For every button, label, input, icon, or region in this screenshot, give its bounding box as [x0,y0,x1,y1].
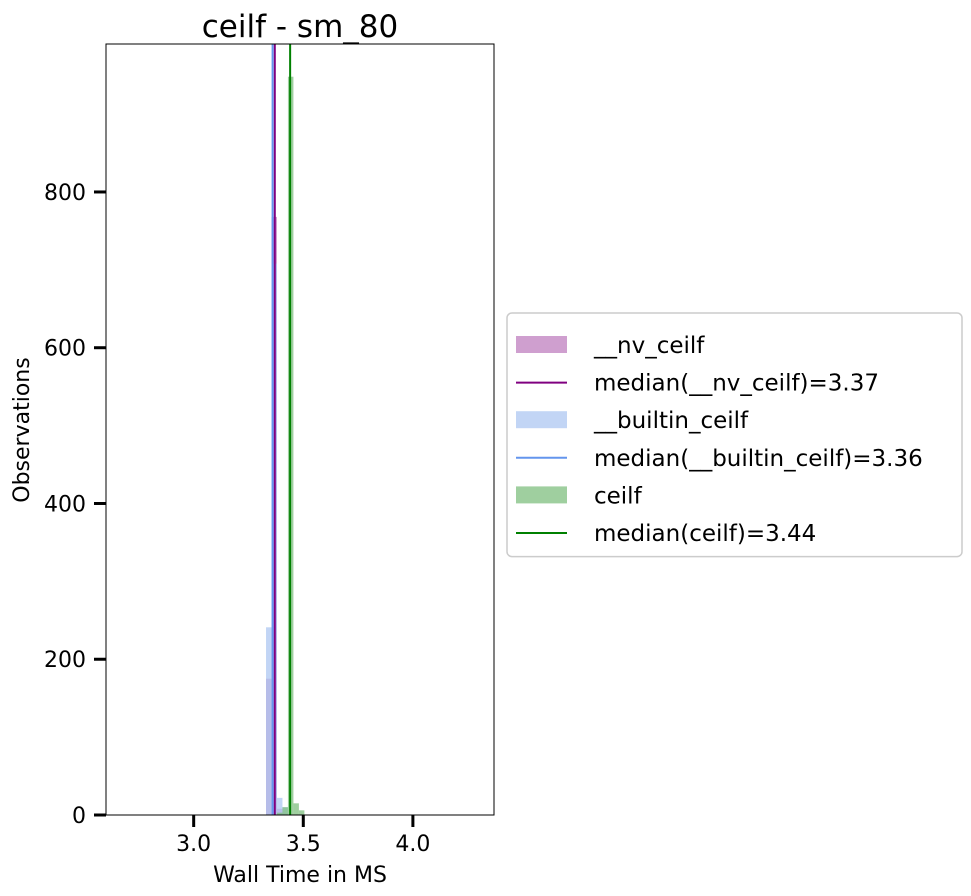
plot-area [105,43,495,816]
legend-label-1: median(__nv_ceilf)=3.37 [594,371,879,397]
legend-swatch-4 [516,486,567,504]
y-tick-label-1: 200 [44,648,86,673]
chart-title: ceilf - sm_80 [202,9,398,45]
y-tick-label-4: 800 [44,181,86,206]
y-axis: 0 200 400 600 800 [44,181,106,829]
y-tick-label-0: 0 [72,804,86,829]
histogram-bar-2-4 [298,810,305,815]
x-tick-label-0: 3.0 [176,832,211,857]
legend-label-3: median(__builtin_ceilf)=3.36 [594,446,923,472]
legend-label-5: median(ceilf)=3.44 [594,521,816,547]
x-axis: 3.0 3.5 4.0 [176,815,430,857]
legend-swatch-2 [516,411,567,429]
legend: __nv_ceilf median(__nv_ceilf)=3.37 __built… [506,312,963,558]
legend-label-4: ceilf [594,483,643,509]
histogram-bar-1-0 [266,627,272,815]
histogram-bar-2-0 [276,812,283,815]
histogram-bar-2-1 [282,807,288,815]
legend-label-2: __builtin_ceilf [593,408,749,434]
histogram-bar-1-2 [276,797,283,815]
x-axis-label: Wall Time in MS [213,863,387,888]
histogram-bar-2-3 [293,803,299,815]
legend-label-0: __nv_ceilf [593,333,705,359]
legend-frame [506,312,963,558]
y-tick-label-2: 400 [44,492,86,517]
legend-swatch-0 [516,336,567,353]
y-axis-label: Observations [10,357,35,502]
y-tick-label-3: 600 [44,337,86,362]
plot-frame [105,43,495,816]
x-tick-label-2: 4.0 [395,832,430,857]
x-tick-label-1: 3.5 [286,832,321,857]
